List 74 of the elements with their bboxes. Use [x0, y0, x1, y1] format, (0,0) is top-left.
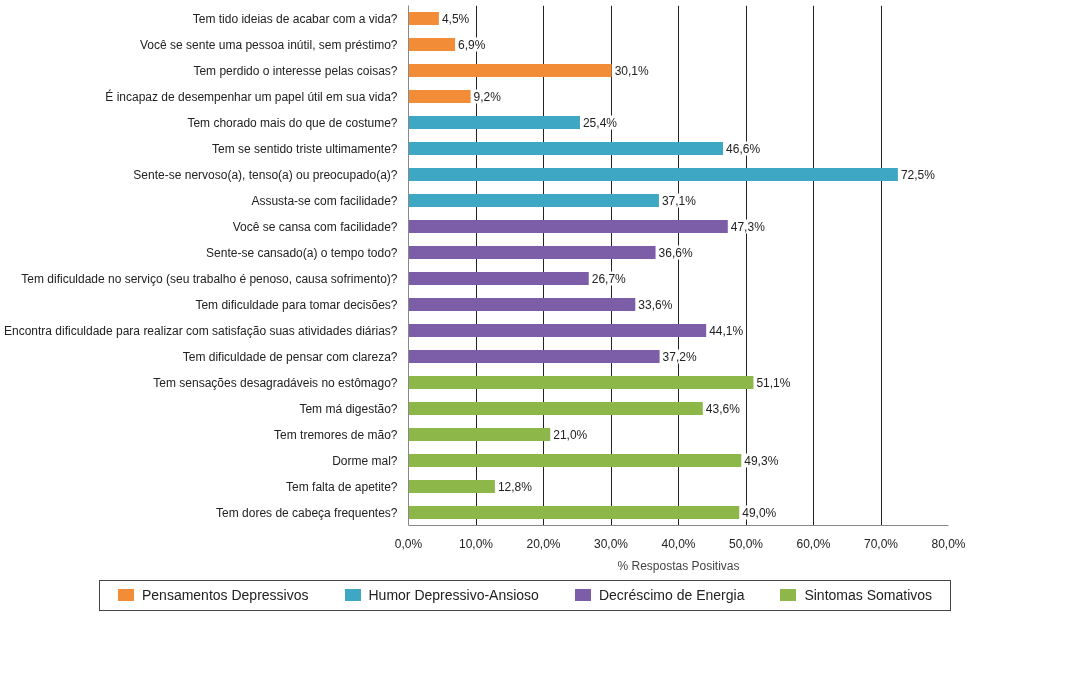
legend-label: Sintomas Somativos [804, 586, 933, 605]
data-label: 43,6% [705, 401, 741, 416]
y-tick-label: Tem dores de cabeça frequentes? [216, 505, 398, 520]
y-tick-label: Você se cansa com facilidade? [232, 219, 398, 234]
y-tick-label: Assusta-se com facilidade? [251, 193, 398, 208]
y-tick-label: Tem tido ideias de acabar com a vida? [192, 11, 398, 26]
y-tick-label: Tem má digestão? [299, 401, 398, 416]
bar [408, 194, 659, 207]
bar [408, 272, 589, 285]
y-tick-label: Tem chorado mais do que de costume? [187, 115, 398, 130]
y-tick-label: É incapaz de desempenhar um papel útil em sua vida? [105, 88, 398, 104]
bar [408, 506, 740, 519]
legend-label: Pensamentos Depressivos [141, 586, 309, 605]
bar [408, 142, 724, 155]
data-label: 30,1% [614, 63, 650, 78]
bar [408, 38, 456, 51]
bar [408, 402, 703, 415]
x-tick-label: 80,0% [931, 536, 966, 551]
y-tick-label: Você se sente uma pessoa inútil, sem préstimo? [140, 37, 398, 52]
data-label: 49,3% [744, 453, 779, 468]
bar [408, 12, 439, 25]
bar [408, 480, 495, 493]
bar [408, 90, 471, 103]
data-label: 51,1% [756, 375, 791, 390]
bar [408, 454, 742, 467]
data-label: 49,0% [742, 505, 777, 520]
x-tick-label: 60,0% [796, 536, 831, 551]
y-tick-label: Tem tremores de mão? [274, 427, 398, 442]
data-label: 72,5% [900, 167, 936, 182]
x-axis-title: % Respostas Positivas [617, 558, 740, 573]
y-tick-label: Dorme mal? [332, 453, 398, 468]
x-tick-label: 70,0% [863, 536, 899, 551]
y-tick-label: Tem dificuldade no serviço (seu trabalho é penoso, causa sofrimento)? [21, 271, 398, 286]
legend-label: Decréscimo de Energia [598, 586, 745, 605]
bar [408, 428, 551, 441]
bar [408, 324, 707, 337]
x-tick-label: 20,0% [526, 536, 561, 551]
data-label: 37,2% [662, 349, 697, 364]
y-tick-label: Tem dificuldade de pensar com clareza? [182, 349, 398, 364]
data-label: 26,7% [591, 271, 627, 286]
x-tick-label: 30,0% [593, 536, 629, 551]
x-tick-label: 0,0% [394, 536, 423, 551]
y-tick-label: Sente-se nervoso(a), tenso(a) ou preocupado(a)? [133, 167, 398, 182]
x-tick-label: 40,0% [661, 536, 696, 551]
bar [408, 116, 580, 129]
bar [408, 220, 728, 233]
data-label: 4,5% [441, 11, 470, 26]
x-tick-label: 10,0% [458, 536, 494, 551]
y-tick-label: Tem perdido o interesse pelas coisas? [193, 63, 398, 78]
bar [408, 298, 636, 311]
bar [408, 350, 660, 363]
y-tick-label: Encontra dificuldade para realizar com satisfação suas atividades diárias? [3, 323, 398, 338]
data-label: 6,9% [458, 37, 486, 52]
bar [408, 64, 612, 77]
data-label: 47,3% [730, 219, 766, 234]
y-tick-label: Tem falta de apetite? [286, 479, 398, 494]
bar [408, 168, 898, 181]
y-tick-label: Tem dificuldade para tomar decisões? [195, 297, 398, 312]
data-label: 12,8% [497, 479, 533, 494]
y-tick-label: Tem sensações desagradáveis no estômago? [153, 375, 398, 390]
bar [408, 376, 754, 389]
data-label: 33,6% [638, 297, 673, 312]
data-label: 46,6% [726, 141, 761, 156]
data-label: 37,1% [661, 193, 697, 208]
legend-label: Humor Depressivo-Ansioso [368, 586, 539, 605]
data-label: 21,0% [553, 427, 588, 442]
data-label: 9,2% [473, 89, 502, 104]
y-tick-label: Sente-se cansado(a) o tempo todo? [206, 245, 398, 260]
x-tick-label: 50,0% [728, 536, 764, 551]
data-label: 36,6% [658, 245, 693, 260]
y-tick-label: Tem se sentido triste ultimamente? [212, 141, 398, 156]
data-label: 44,1% [709, 323, 744, 338]
bar [408, 246, 656, 259]
data-label: 25,4% [582, 115, 618, 130]
